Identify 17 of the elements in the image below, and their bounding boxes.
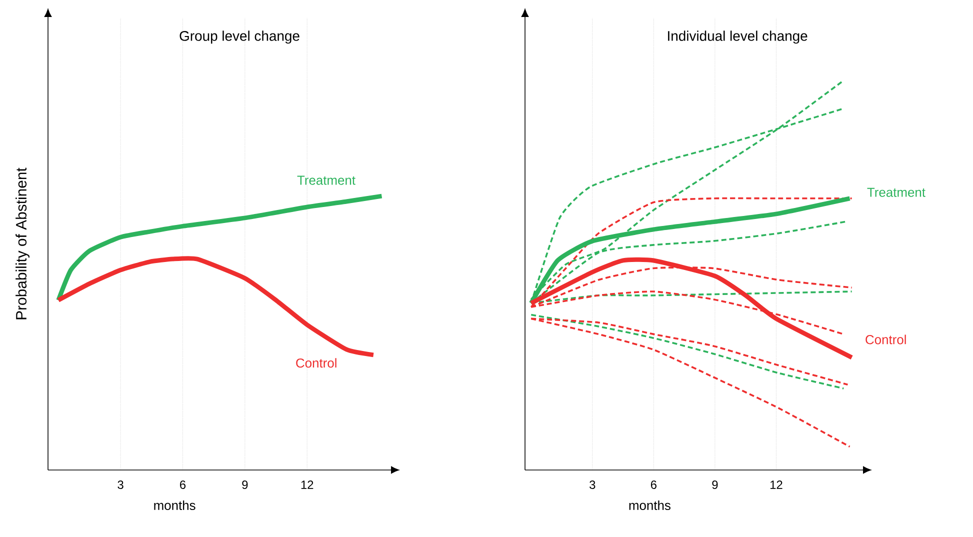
chart-title: Group level change [180, 30, 300, 44]
x-tick-label: 6 [180, 480, 186, 489]
series-label: Treatment [867, 188, 926, 197]
series-label: Treatment [297, 176, 356, 185]
x-tick-label: 3 [118, 480, 124, 489]
series-label: Control [296, 358, 336, 368]
x-tick-label: 3 [590, 480, 596, 489]
x-tick-label: 9 [242, 480, 248, 489]
series-label: Control [866, 334, 906, 344]
x-tick-label: 12 [770, 480, 782, 489]
x-axis-title: months [154, 500, 196, 510]
x-tick-label: 9 [712, 480, 718, 489]
x-tick-label: 12 [301, 480, 314, 489]
chart-title: Individual level change [668, 30, 808, 44]
y-axis-title: Probability of Abstinent [16, 168, 30, 320]
x-axis-title: months [629, 500, 670, 510]
x-tick-label: 6 [650, 480, 656, 489]
